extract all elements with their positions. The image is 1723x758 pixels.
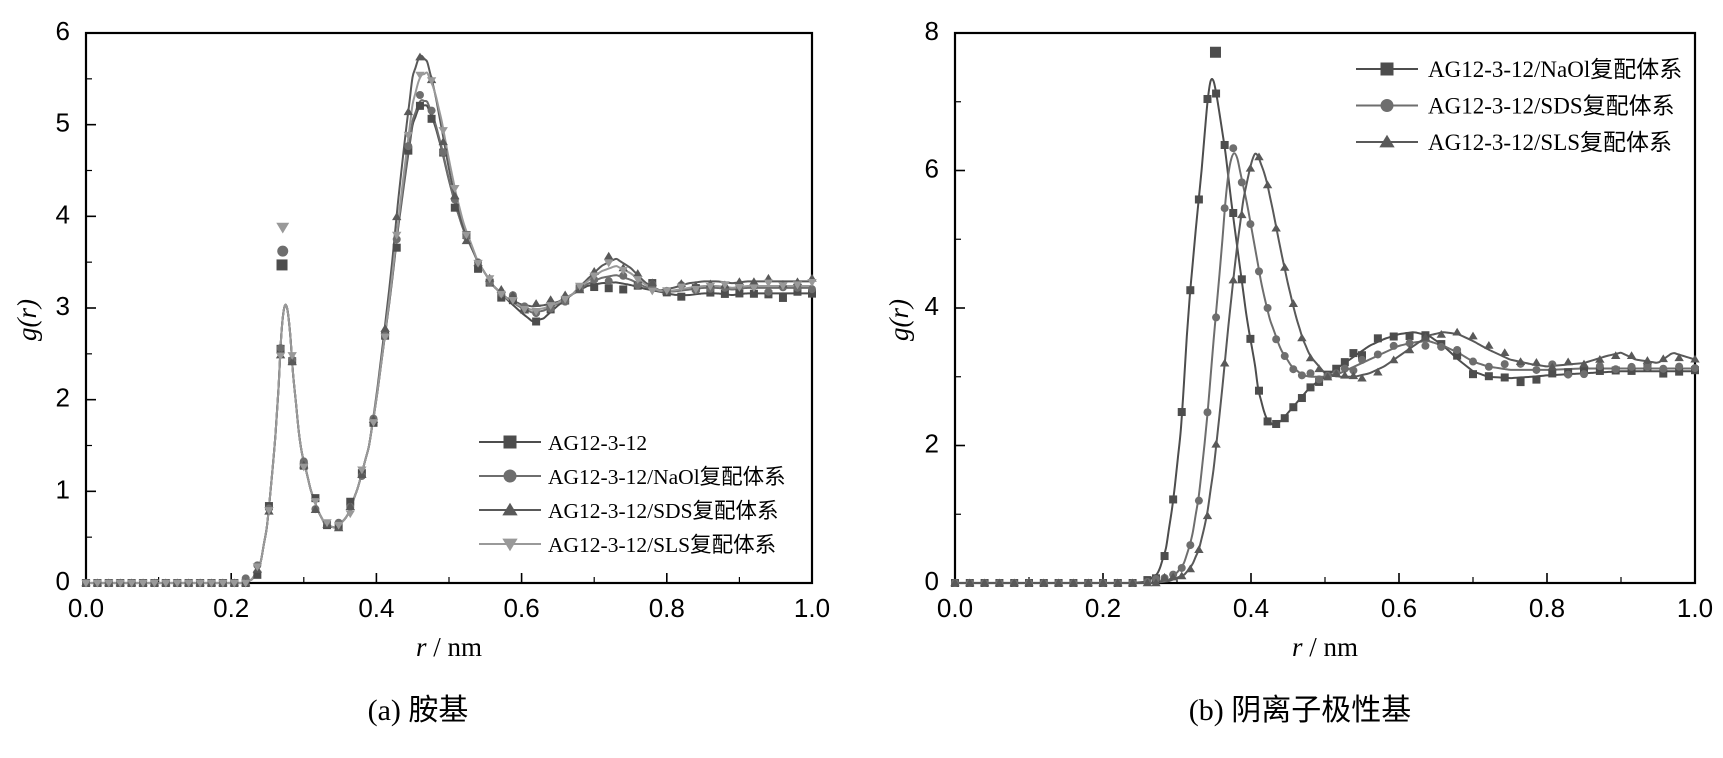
svg-text:(b) 阴离子极性基: (b) 阴离子极性基 <box>1189 694 1411 727</box>
svg-text:1.0: 1.0 <box>794 593 830 623</box>
svg-text:3: 3 <box>56 291 70 321</box>
svg-text:0: 0 <box>56 566 70 596</box>
svg-text:5: 5 <box>56 108 70 138</box>
svg-text:0.6: 0.6 <box>504 593 540 623</box>
svg-text:AG12-3-12/SDS复配体系: AG12-3-12/SDS复配体系 <box>1428 94 1675 119</box>
svg-text:4: 4 <box>56 199 70 229</box>
svg-text:AG12-3-12/SDS复配体系: AG12-3-12/SDS复配体系 <box>548 499 779 523</box>
svg-text:8: 8 <box>925 16 939 46</box>
svg-text:AG12-3-12/NaOl复配体系: AG12-3-12/NaOl复配体系 <box>1428 57 1682 82</box>
svg-text:AG12-3-12/NaOl复配体系: AG12-3-12/NaOl复配体系 <box>548 465 786 489</box>
svg-text:0.8: 0.8 <box>649 593 685 623</box>
svg-text:(a) 胺基: (a) 胺基 <box>368 694 469 727</box>
svg-text:0.4: 0.4 <box>1233 593 1269 623</box>
svg-text:0: 0 <box>925 566 939 596</box>
svg-text:AG12-3-12/SLS复配体系: AG12-3-12/SLS复配体系 <box>548 533 776 557</box>
svg-text:g(r): g(r) <box>12 299 42 341</box>
svg-text:6: 6 <box>56 16 70 46</box>
svg-text:r / nm: r / nm <box>1292 632 1358 662</box>
svg-text:1.0: 1.0 <box>1677 593 1713 623</box>
svg-text:AG12-3-12/SLS复配体系: AG12-3-12/SLS复配体系 <box>1428 130 1672 155</box>
svg-text:0.8: 0.8 <box>1529 593 1565 623</box>
svg-text:AG12-3-12: AG12-3-12 <box>548 431 647 455</box>
svg-text:0.0: 0.0 <box>937 593 973 623</box>
svg-text:4: 4 <box>925 291 939 321</box>
svg-text:0.4: 0.4 <box>358 593 394 623</box>
svg-text:1: 1 <box>56 474 70 504</box>
svg-text:0.6: 0.6 <box>1381 593 1417 623</box>
svg-text:0.2: 0.2 <box>1085 593 1121 623</box>
svg-text:2: 2 <box>56 383 70 413</box>
svg-text:2: 2 <box>925 429 939 459</box>
svg-text:0.2: 0.2 <box>213 593 249 623</box>
svg-text:0.0: 0.0 <box>68 593 104 623</box>
svg-text:r / nm: r / nm <box>416 632 482 662</box>
svg-text:g(r): g(r) <box>884 299 914 341</box>
svg-text:6: 6 <box>925 154 939 184</box>
